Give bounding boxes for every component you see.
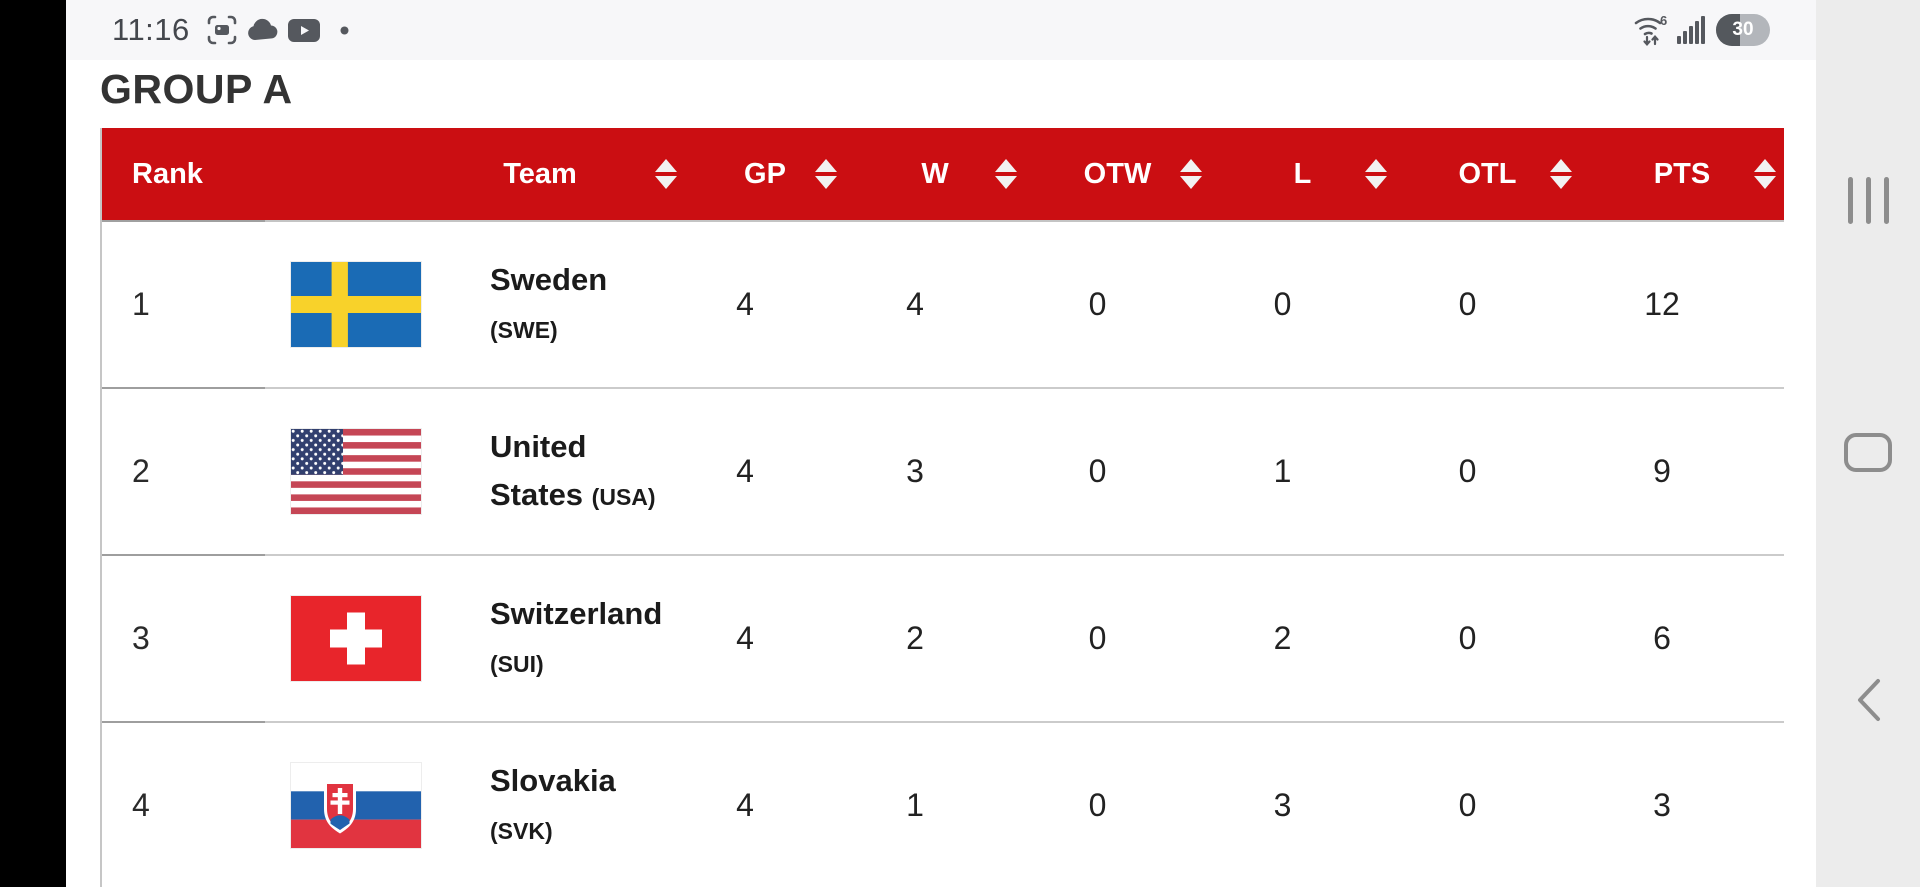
otl-cell: 0: [1395, 222, 1580, 389]
home-icon: [1844, 432, 1892, 472]
gp-cell: 4: [685, 222, 845, 389]
column-header-otl[interactable]: OTL: [1395, 128, 1580, 222]
rank-cell: 2: [102, 389, 265, 556]
team-code: (SVK): [490, 817, 553, 844]
app-content: 11:16: [66, 0, 1816, 887]
camera-cutout-strip: [0, 0, 66, 887]
w-cell: 4: [845, 222, 1025, 389]
sort-icon[interactable]: [995, 159, 1017, 189]
team-code: (SUI): [490, 650, 544, 677]
column-header-l[interactable]: L: [1210, 128, 1395, 222]
recents-button[interactable]: [1816, 172, 1920, 228]
smart-capture-icon: [207, 15, 237, 45]
recents-icon: [1847, 176, 1889, 224]
table-row: 3 Switzerland (SUI) 4 2: [102, 556, 1784, 723]
android-nav-bar: [1816, 0, 1920, 887]
w-cell: 2: [845, 556, 1025, 723]
gp-cell: 4: [685, 556, 845, 723]
l-cell: 2: [1210, 556, 1395, 723]
sweden-flag-icon: [291, 262, 421, 347]
signal-strength-icon: [1677, 14, 1707, 46]
youtube-icon: [287, 18, 320, 42]
home-button[interactable]: [1816, 424, 1920, 480]
pts-cell: 3: [1580, 723, 1784, 887]
otw-cell: 0: [1025, 222, 1210, 389]
otw-cell: 0: [1025, 389, 1210, 556]
battery-percent: 30: [1732, 19, 1754, 40]
battery-fill: [1716, 14, 1740, 46]
table-row: 4: [102, 723, 1784, 887]
otl-cell: 0: [1395, 556, 1580, 723]
team-name: Slovakia (SVK): [490, 762, 616, 844]
team-name: United States (USA): [490, 428, 656, 512]
rank-cell: 3: [102, 556, 265, 723]
cloud-icon: [246, 18, 280, 42]
team-name: Switzerland (SUI): [490, 595, 663, 677]
pts-cell: 6: [1580, 556, 1784, 723]
column-header-rank: Rank: [102, 128, 265, 222]
l-cell: 1: [1210, 389, 1395, 556]
pts-cell: 9: [1580, 389, 1784, 556]
standings-table: Rank Team GP W OTW: [100, 128, 1784, 887]
gp-cell: 4: [685, 723, 845, 887]
sort-icon[interactable]: [655, 159, 677, 189]
w-cell: 1: [845, 723, 1025, 887]
table-row: 1 Sweden (SWE) 4 4: [102, 222, 1784, 389]
column-header-pts[interactable]: PTS: [1580, 128, 1784, 222]
table-header-row: Rank Team GP W OTW: [102, 128, 1784, 222]
rank-cell: 4: [102, 723, 265, 887]
rank-cell: 1: [102, 222, 265, 389]
usa-flag-icon: [291, 429, 421, 514]
column-header-gp[interactable]: GP: [685, 128, 845, 222]
sort-icon[interactable]: [1550, 159, 1572, 189]
page-title: GROUP A: [100, 66, 293, 112]
otl-cell: 0: [1395, 723, 1580, 887]
svg-text:6: 6: [1660, 13, 1667, 28]
switzerland-flag-icon: [291, 596, 421, 681]
team-cell[interactable]: Slovakia (SVK): [265, 723, 685, 887]
gp-cell: 4: [685, 389, 845, 556]
notification-dot: [340, 26, 349, 35]
team-cell[interactable]: Sweden (SWE): [265, 222, 685, 389]
w-cell: 3: [845, 389, 1025, 556]
sort-icon[interactable]: [815, 159, 837, 189]
battery-icon: 30: [1716, 14, 1770, 46]
otw-cell: 0: [1025, 556, 1210, 723]
back-button[interactable]: [1816, 672, 1920, 728]
otl-cell: 0: [1395, 389, 1580, 556]
team-cell[interactable]: United States (USA): [265, 389, 685, 556]
sort-icon[interactable]: [1365, 159, 1387, 189]
team-code: (SWE): [490, 316, 558, 343]
table-row: 2: [102, 389, 1784, 556]
pts-cell: 12: [1580, 222, 1784, 389]
back-icon: [1858, 679, 1880, 721]
team-name: Sweden (SWE): [490, 261, 608, 343]
column-header-team[interactable]: Team: [265, 128, 685, 222]
l-cell: 0: [1210, 222, 1395, 389]
wifi-6-icon: 6: [1633, 13, 1671, 47]
slovakia-flag-icon: [291, 763, 421, 848]
team-cell[interactable]: Switzerland (SUI): [265, 556, 685, 723]
clock: 11:16: [112, 12, 190, 47]
otw-cell: 0: [1025, 723, 1210, 887]
l-cell: 3: [1210, 723, 1395, 887]
column-header-otw[interactable]: OTW: [1025, 128, 1210, 222]
team-code: (USA): [591, 483, 656, 510]
column-header-w[interactable]: W: [845, 128, 1025, 222]
sort-icon[interactable]: [1180, 159, 1202, 189]
sort-icon[interactable]: [1754, 159, 1776, 189]
status-bar: 11:16: [66, 0, 1816, 60]
